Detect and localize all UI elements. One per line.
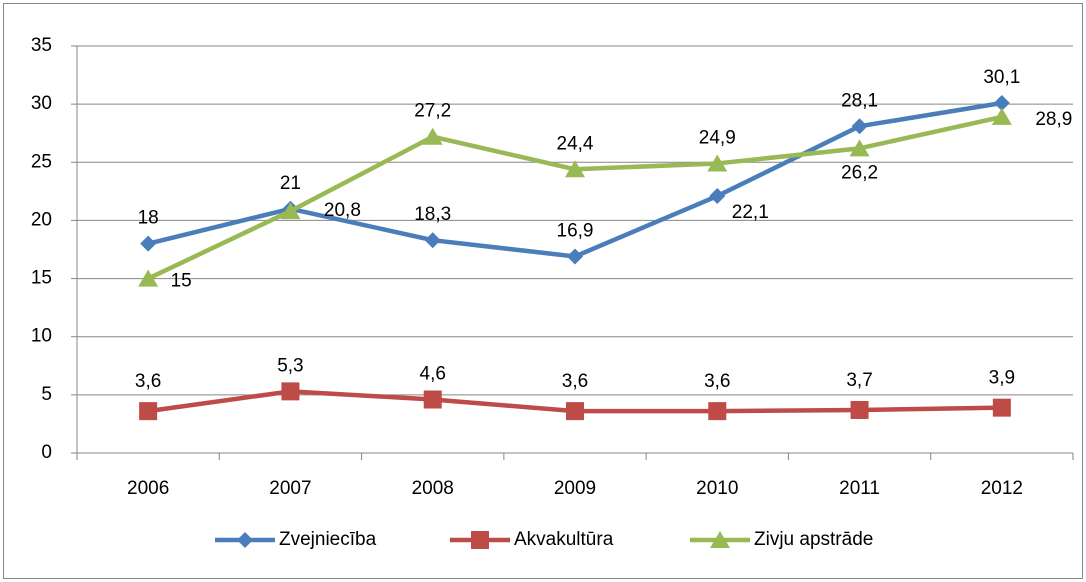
data-point [422, 127, 443, 145]
data-label: 3,6 [704, 371, 730, 392]
y-tick-label: 35 [31, 35, 52, 56]
data-label: 5,3 [277, 355, 303, 376]
data-label: 24,4 [557, 133, 594, 154]
data-point [992, 398, 1011, 417]
data-point [423, 390, 442, 409]
data-point [850, 400, 869, 419]
data-label: 28,9 [1035, 109, 1072, 130]
data-point [991, 107, 1012, 125]
data-point [281, 382, 300, 401]
data-point [424, 232, 441, 249]
data-point [138, 269, 159, 287]
data-point [280, 202, 301, 220]
data-label: 21 [280, 173, 301, 194]
data-point [140, 235, 157, 252]
data-point [993, 94, 1010, 111]
data-label: 27,2 [414, 101, 451, 122]
x-tick-label: 2006 [127, 478, 169, 499]
data-point [139, 402, 158, 421]
data-label: 18,3 [414, 204, 451, 225]
data-label: 18 [138, 208, 159, 229]
data-point [566, 402, 584, 421]
data-label: 3,6 [135, 371, 161, 392]
x-tick-label: 2011 [839, 478, 880, 499]
data-point [707, 154, 728, 172]
data-label: 24,9 [699, 127, 736, 148]
data-point [849, 139, 870, 157]
data-point [565, 160, 585, 178]
data-label: 3,6 [562, 371, 588, 392]
data-label: 22,1 [732, 202, 769, 223]
data-point [709, 188, 726, 205]
data-point [708, 402, 727, 421]
y-tick-label: 5 [41, 384, 52, 405]
y-tick-label: 0 [41, 442, 52, 463]
data-label: 4,6 [420, 364, 446, 385]
x-tick-label: 2007 [269, 478, 311, 499]
chart-border [3, 3, 1083, 579]
data-label: 3,7 [846, 370, 872, 391]
x-tick-label: 2012 [981, 478, 1023, 499]
y-tick-label: 10 [31, 326, 52, 347]
x-tick-label: 2009 [554, 478, 596, 499]
data-label: 15 [171, 271, 192, 292]
y-tick-label: 30 [31, 93, 52, 114]
legend-label: Zivju apstrāde [754, 529, 873, 550]
data-point [851, 118, 868, 135]
x-tick-label: 2008 [412, 478, 454, 499]
y-tick-label: 20 [31, 209, 52, 230]
legend-marker [710, 531, 730, 548]
legend-label: Zvejniecība [279, 529, 377, 550]
data-label: 30,1 [983, 67, 1020, 88]
y-tick-label: 15 [31, 268, 52, 289]
legend-marker [237, 532, 253, 548]
x-tick-label: 2010 [696, 478, 738, 499]
data-label: 3,9 [989, 368, 1015, 389]
data-label: 26,2 [841, 162, 878, 183]
data-label: 28,1 [841, 90, 878, 111]
data-point [567, 248, 583, 265]
data-label: 20,8 [324, 200, 361, 221]
legend-marker [471, 531, 489, 549]
y-tick-label: 25 [31, 151, 52, 172]
data-label: 16,9 [557, 220, 594, 241]
legend-label: Akvakultūra [514, 529, 614, 550]
